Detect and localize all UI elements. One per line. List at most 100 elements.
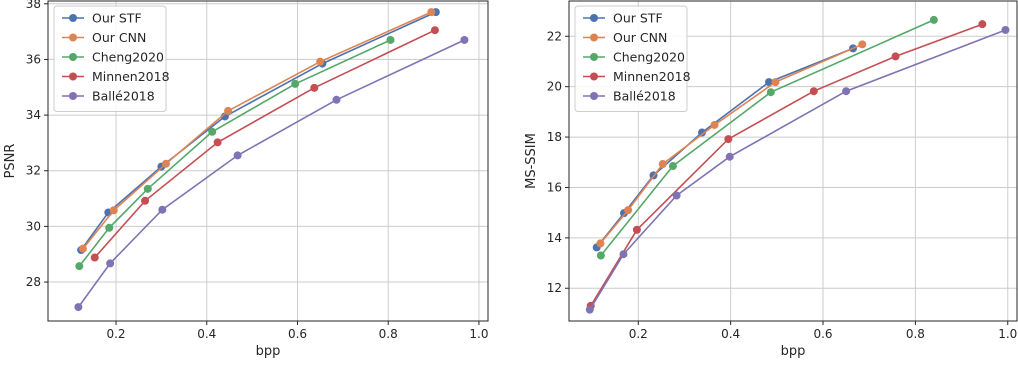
legend-entry-our-cnn: Our CNN [92,30,146,45]
psnr-x-axis-label: bpp [256,344,281,359]
data-point-balle2018 [332,95,341,104]
series-line-our-cnn [599,43,863,244]
ms-ssim-x-axis-label: bpp [781,344,806,359]
legend-swatch-marker [69,92,77,100]
series-line-our-stf [596,47,854,248]
series-line-balle2018 [589,29,1006,311]
y-tick-label: 12 [547,281,562,295]
series-line-minnen2018 [590,23,983,307]
data-point-minnen2018 [978,20,987,29]
series-line-cheng2020 [78,39,391,267]
legend-swatch-marker [590,14,598,22]
y-tick-label: 14 [547,231,562,245]
psnr-plot-frame [47,0,489,322]
data-point-minnen2018 [430,26,439,35]
x-tick-label: 0.6 [288,327,307,341]
x-tick-label: 0.2 [629,327,648,341]
data-point-our-cnn [658,160,667,169]
psnr-chart: 0.2 0.4 0.6 0.8 1.0 28 30 32 34 36 38 bpp PSNR Our ST… [3,0,489,359]
x-tick-label: 0.2 [106,327,125,341]
series-our-cnn [596,40,867,248]
data-point-our-cnn [224,106,233,115]
series-balle2018 [74,35,469,312]
series-line-our-cnn [82,11,432,250]
series-line-balle2018 [77,39,465,308]
y-tick-label: 34 [26,108,41,122]
data-point-balle2018 [619,250,628,259]
legend-swatch-marker [590,53,598,61]
data-point-cheng2020 [766,88,775,97]
series-balle2018 [585,25,1010,314]
data-point-our-cnn [78,244,87,253]
legend-swatch-marker [590,92,598,100]
series-cheng2020 [75,35,395,271]
data-point-our-cnn [161,159,170,168]
x-tick-label: 1.0 [469,327,488,341]
y-tick-label: 32 [26,164,41,178]
data-point-our-cnn [427,8,436,17]
legend-entry-our-stf: Our STF [92,11,142,26]
data-point-balle2018 [585,305,594,314]
legend-box [53,5,167,112]
legend-entry-our-cnn: Our CNN [613,30,667,45]
data-point-balle2018 [460,35,469,44]
x-tick-label: 0.8 [379,327,398,341]
legend-swatch-marker [69,14,77,22]
data-point-our-cnn [710,120,719,129]
legend-entry-minnen2018: Minnen2018 [92,69,170,84]
y-tick-label: 20 [547,80,562,94]
x-tick-label: 0.6 [813,327,832,341]
data-point-our-cnn [624,206,633,215]
data-point-cheng2020 [386,35,395,44]
ms-ssim-legend: Our STF Our CNN Cheng2020 Minnen2018 Ballé20… [574,5,691,112]
data-point-cheng2020 [75,262,84,271]
data-point-balle2018 [106,259,115,268]
data-point-balle2018 [672,191,681,200]
series-our-cnn [78,8,436,253]
data-point-our-stf [764,78,773,87]
y-tick-label: 30 [26,219,41,233]
data-point-minnen2018 [632,225,641,234]
x-tick-label: 0.4 [721,327,740,341]
legend-box [574,5,688,112]
x-tick-label: 0.4 [197,327,216,341]
legend-swatch-marker [69,72,77,81]
series-minnen2018 [90,26,439,262]
data-point-our-cnn [596,239,605,248]
data-point-balle2018 [74,303,83,312]
legend-entry-balle2018: Ballé2018 [613,89,676,104]
x-tick-label: 1.0 [998,327,1017,341]
legend-entry-our-stf: Our STF [613,11,663,26]
data-point-balle2018 [725,152,734,161]
data-point-minnen2018 [891,52,900,61]
ms-ssim-y-axis-label: MS-SSIM [524,133,539,189]
data-point-cheng2020 [105,223,114,232]
psnr-y-axis-label: PSNR [3,144,18,179]
legend-swatch-marker [69,53,77,61]
legend-entry-balle2018: Ballé2018 [92,89,155,104]
legend-entry-cheng2020: Cheng2020 [92,50,164,65]
data-point-balle2018 [233,151,242,160]
data-point-balle2018 [842,87,851,96]
ms-ssim-plot-frame [568,0,1018,322]
y-tick-label: 38 [26,0,41,11]
series-cheng2020 [596,15,938,260]
data-point-minnen2018 [213,138,222,147]
psnr-legend: Our STF Our CNN Cheng2020 Minnen2018 Ballé20… [53,5,170,112]
legend-entry-cheng2020: Cheng2020 [613,50,685,65]
y-tick-label: 28 [26,275,41,289]
data-point-balle2018 [158,205,167,214]
data-point-our-stf [698,128,707,137]
data-point-cheng2020 [668,162,677,171]
series-line-cheng2020 [600,19,935,257]
data-point-our-cnn [771,78,780,87]
data-point-cheng2020 [143,184,152,193]
legend-swatch-marker [590,33,598,42]
legend-entry-minnen2018: Minnen2018 [613,69,691,84]
data-point-our-cnn [858,40,867,49]
data-point-cheng2020 [596,251,605,260]
data-point-our-cnn [316,57,325,66]
data-point-cheng2020 [929,15,938,24]
y-tick-label: 22 [547,29,562,43]
